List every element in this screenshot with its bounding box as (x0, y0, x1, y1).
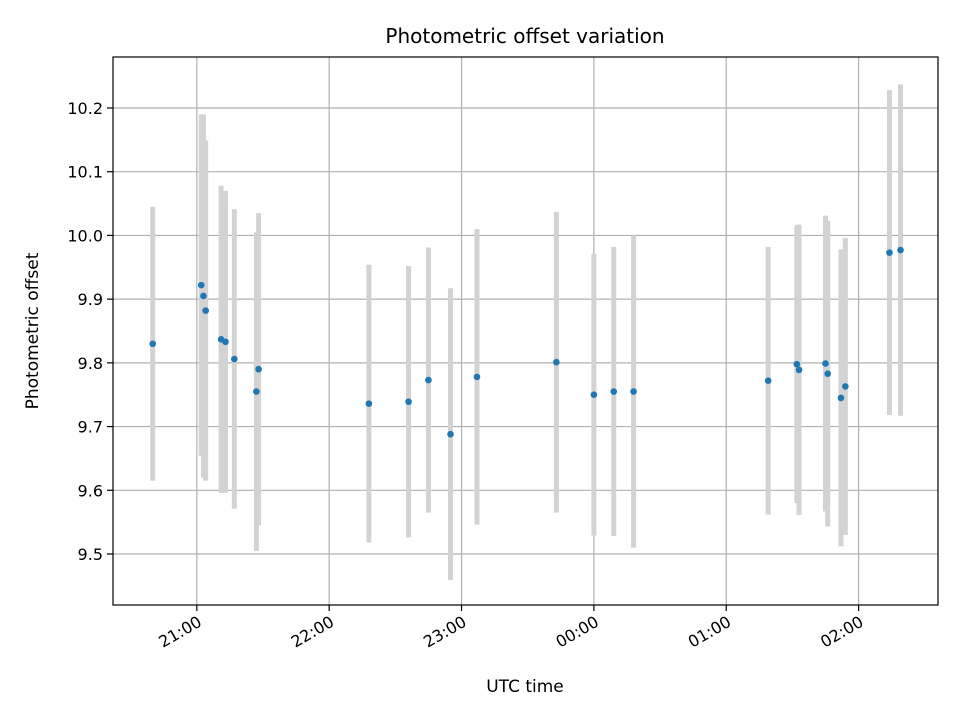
data-point (822, 360, 829, 367)
y-tick-label: 9.8 (78, 354, 103, 373)
data-point (837, 394, 845, 402)
data-point (610, 388, 618, 395)
y-tick-label: 10.2 (67, 99, 103, 118)
grid-layer (113, 57, 938, 605)
data-point (425, 376, 432, 384)
data-point (630, 388, 637, 395)
errorbar-layer (150, 84, 903, 581)
x-tick-label: 21:00 (155, 612, 204, 652)
y-axis-ticks: 9.5 9.6 9.7 9.8 9.9 10.0 10.1 10.2 (67, 99, 113, 564)
data-point (253, 388, 260, 395)
data-point (231, 355, 238, 363)
y-axis-title: Photometric offset (23, 252, 43, 409)
data-point (149, 340, 157, 348)
data-point (897, 246, 904, 254)
data-point (202, 307, 209, 314)
data-point (197, 281, 205, 289)
y-tick-label: 9.7 (78, 418, 103, 437)
data-point (255, 365, 262, 373)
point-layer (149, 246, 904, 438)
data-point (200, 292, 207, 300)
x-tick-label: 22:00 (288, 612, 337, 652)
y-tick-label: 10.0 (67, 226, 103, 245)
chart-title: Photometric offset variation (385, 24, 664, 48)
y-tick-label: 9.9 (78, 290, 103, 309)
data-point (405, 398, 412, 406)
y-tick-label: 9.5 (78, 545, 103, 564)
plot-frame (112, 56, 939, 606)
data-point (365, 400, 373, 407)
data-point (793, 360, 801, 368)
data-point (842, 383, 849, 390)
data-point (764, 377, 772, 385)
x-tick-label: 23:00 (420, 612, 469, 652)
data-point (590, 391, 598, 399)
data-point (824, 370, 832, 377)
x-tick-label: 02:00 (817, 612, 866, 652)
data-point (886, 249, 893, 256)
y-tick-label: 10.1 (67, 163, 103, 182)
data-point (553, 358, 560, 366)
y-tick-label: 9.6 (78, 481, 103, 500)
data-point (222, 338, 229, 346)
x-axis-ticks: 21:00 22:00 23:00 00:00 01:00 02:00 (155, 605, 867, 652)
data-point (447, 430, 454, 438)
x-tick-label: 01:00 (685, 612, 734, 652)
data-point (473, 373, 481, 381)
x-tick-label: 00:00 (552, 612, 601, 652)
x-axis-title: UTC time (486, 677, 564, 697)
data-point (795, 366, 803, 374)
